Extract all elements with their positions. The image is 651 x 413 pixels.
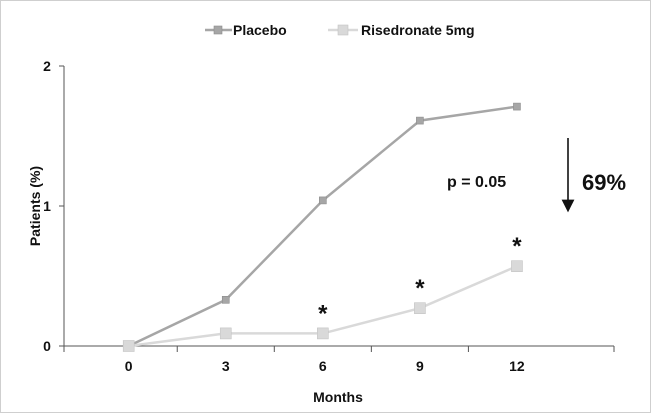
reduction-percent-label: 69% <box>582 170 626 195</box>
data-point-risedronate <box>219 327 232 340</box>
x-axis-ticks: 0 3 6 9 12 <box>63 346 615 374</box>
legend-item-risedronate: Risedronate 5mg <box>328 22 475 38</box>
legend: Placebo Risedronate 5mg <box>205 22 475 38</box>
significance-star: * <box>415 275 425 302</box>
p-value-label: p = 0.05 <box>447 174 506 191</box>
series-layer <box>122 102 523 352</box>
data-point-risedronate <box>414 302 426 315</box>
x-tick-label: 9 <box>416 358 424 374</box>
legend-marker-risedronate <box>337 24 349 36</box>
legend-marker-placebo <box>213 25 223 35</box>
data-point-placebo <box>319 196 327 205</box>
y-tick-label: 1 <box>43 198 51 214</box>
legend-label-placebo: Placebo <box>233 22 287 38</box>
x-tick-label: 3 <box>222 358 230 374</box>
y-tick-label: 2 <box>43 58 51 74</box>
data-point-placebo <box>221 295 230 304</box>
y-axis-title: Patients (%) <box>27 166 43 246</box>
legend-item-placebo: Placebo <box>205 22 287 38</box>
x-tick-label: 6 <box>319 358 327 374</box>
significance-star: * <box>512 233 522 260</box>
data-point-risedronate <box>317 327 329 340</box>
data-point-risedronate <box>511 260 523 273</box>
y-tick-label: 0 <box>43 338 51 354</box>
significance-star: * <box>318 300 328 327</box>
data-point-risedronate <box>122 340 135 352</box>
significance-markers: * * * <box>318 233 522 327</box>
y-axis-ticks: 0 1 2 <box>43 58 64 354</box>
x-tick-label: 0 <box>125 358 133 374</box>
x-tick-label: 12 <box>509 358 525 374</box>
data-point-placebo <box>416 116 424 125</box>
data-point-placebo <box>513 102 521 111</box>
legend-label-risedronate: Risedronate 5mg <box>361 22 475 38</box>
x-axis-title: Months <box>313 389 363 405</box>
